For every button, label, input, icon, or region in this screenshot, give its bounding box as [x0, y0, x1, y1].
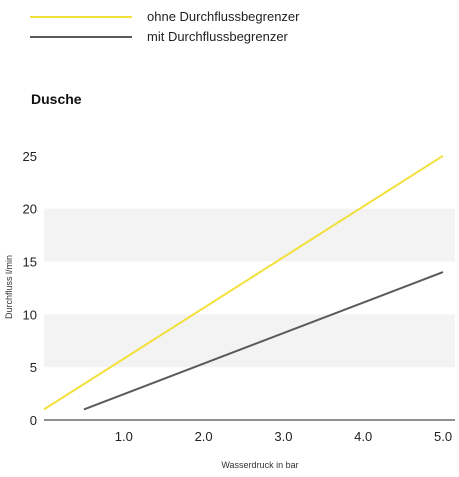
y-axis-label: Durchfluss l/min [4, 255, 14, 319]
background-bands [44, 140, 455, 368]
chart-title: Dusche [31, 91, 82, 107]
series-line-ohne [43, 154, 444, 411]
legend-label-mit: mit Durchflussbegrenzer [147, 29, 289, 44]
x-tick-label: 5.0 [434, 429, 452, 444]
x-axis-label: Wasserdruck in bar [221, 460, 298, 470]
legend-label-ohne: ohne Durchflussbegrenzer [147, 9, 300, 24]
grid-band [44, 314, 455, 368]
y-tick-label: 10 [23, 307, 37, 322]
x-axis-ticks: 1.0 2.0 3.0 4.0 5.0 [115, 429, 452, 444]
x-tick-label: 4.0 [354, 429, 372, 444]
y-tick-label: 15 [23, 255, 37, 270]
series-line-mit [83, 271, 444, 411]
series-lines [43, 154, 444, 411]
x-tick-label: 1.0 [115, 429, 133, 444]
y-tick-label: 25 [23, 149, 37, 164]
legend: ohne Durchflussbegrenzer mit Durchflussb… [30, 9, 300, 44]
y-tick-label: 0 [30, 413, 37, 428]
x-tick-label: 3.0 [274, 429, 292, 444]
y-axis-ticks: 0 5 10 15 20 25 [23, 149, 37, 428]
grid-band [44, 208, 455, 262]
y-tick-label: 5 [30, 360, 37, 375]
x-tick-label: 2.0 [195, 429, 213, 444]
y-tick-label: 20 [23, 202, 37, 217]
grid-band-top [44, 140, 455, 156]
